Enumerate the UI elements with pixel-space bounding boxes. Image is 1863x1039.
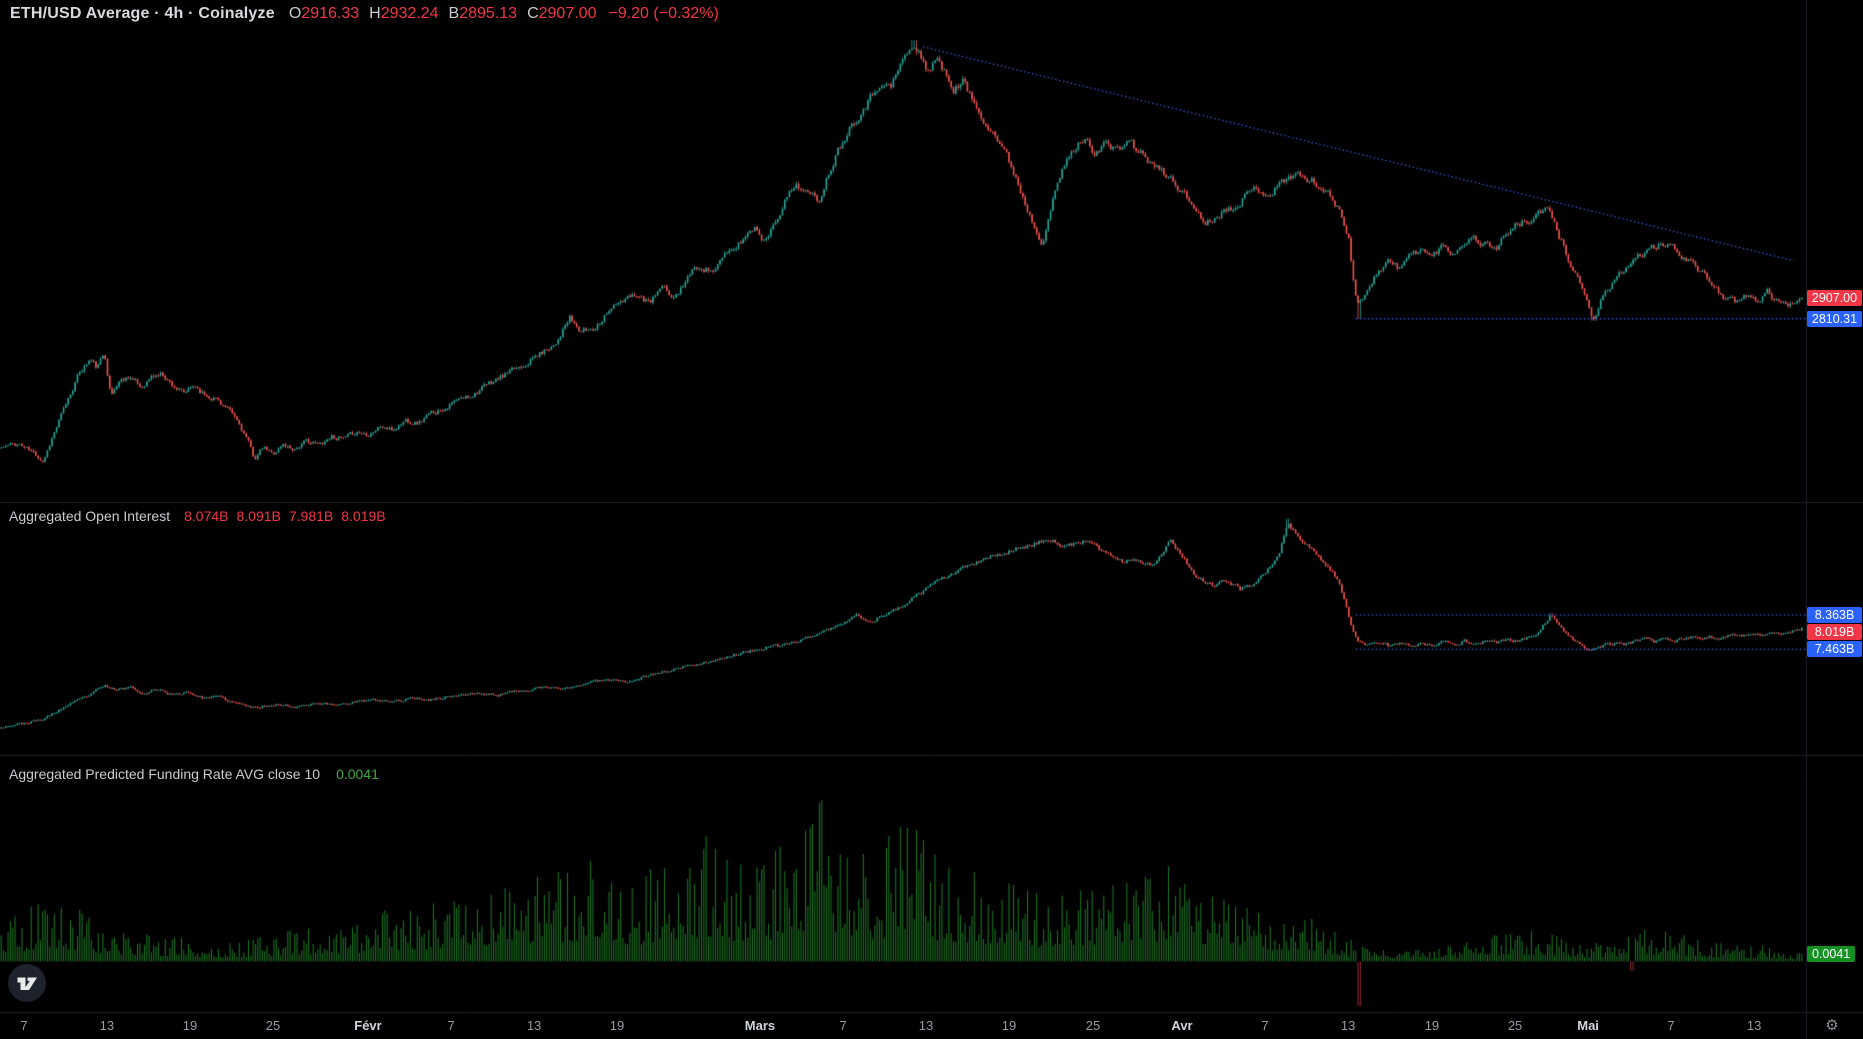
time-axis-day-label: 13 [1746, 1018, 1762, 1033]
time-axis-month-label: Févr [354, 1018, 382, 1033]
last-price-badge: 2907.00 [1807, 289, 1862, 306]
tradingview-logo-icon [8, 964, 46, 1002]
oi-close-value: 8.019B [341, 508, 386, 524]
time-scale-axis[interactable]: 7 13 19 25 Févr 7 13 19 Mars 7 13 19 25 Avr 7 13 19 25 Mai… [0, 1012, 1806, 1039]
ohlc-high-label: H [369, 5, 381, 22]
time-axis-month-label: Mai [1577, 1018, 1599, 1033]
ohlc-open-label: O [288, 5, 302, 22]
oi-last-value-badge: 8.019B [1807, 624, 1862, 641]
time-axis-day-label: 7 [839, 1018, 847, 1033]
time-axis-day-label: 19 [1424, 1018, 1440, 1033]
ohlc-open-value: 2916.33 [301, 5, 360, 22]
time-axis-day-label: 19 [182, 1018, 198, 1033]
gear-icon[interactable]: ⚙ [1821, 1016, 1843, 1036]
open-interest-label[interactable]: Aggregated Open Interest [9, 508, 171, 524]
tradingview-logo[interactable] [7, 963, 47, 1003]
gear-icon-glyph: ⚙ [1825, 1017, 1839, 1034]
ohlc-close-label: C [527, 5, 539, 22]
time-axis-day-label: 7 [447, 1018, 455, 1033]
funding-rate-legend: Aggregated Predicted Funding Rate AVG cl… [9, 766, 379, 782]
time-axis-day-label: 25 [1507, 1018, 1523, 1033]
time-axis-day-label: 25 [1085, 1018, 1101, 1033]
funding-rate-label[interactable]: Aggregated Predicted Funding Rate AVG cl… [9, 766, 321, 782]
open-interest-legend: Aggregated Open Interest 8.074B 8.091B 7.98… [9, 508, 386, 524]
price-pane-legend: ETH/USD Average · 4h · Coinalyze O2916.33… [10, 5, 719, 23]
time-axis-day-label: 13 [1340, 1018, 1356, 1033]
time-axis-day-label: 7 [1667, 1018, 1675, 1033]
time-axis-day-label: 25 [265, 1018, 281, 1033]
oi-open-value: 8.074B [184, 508, 229, 524]
time-axis-day-label: 7 [20, 1018, 28, 1033]
oi-high-level-badge: 8.363B [1807, 607, 1862, 624]
price-change: −9.20 (−0.32%) [608, 5, 719, 22]
funding-last-value-badge: 0.0041 [1807, 945, 1856, 962]
time-axis-day-label: 13 [918, 1018, 934, 1033]
time-axis-day-label: 13 [526, 1018, 542, 1033]
oi-low-level-badge: 7.463B [1807, 641, 1862, 658]
oi-low-value: 7.981B [288, 508, 334, 524]
time-axis-day-label: 7 [1261, 1018, 1269, 1033]
funding-rate-value: 0.0041 [336, 766, 379, 782]
oi-high-value: 8.091B [236, 508, 281, 524]
symbol-title[interactable]: ETH/USD Average · 4h · Coinalyze [10, 5, 275, 22]
ohlc-high-value: 2932.24 [380, 5, 439, 22]
price-scale-axis[interactable]: 4200.004000.003800.003600.003400.003200.… [1806, 0, 1863, 1012]
time-axis-day-label: 13 [99, 1018, 115, 1033]
time-axis-day-label: 19 [609, 1018, 625, 1033]
ohlc-low-value: 2895.13 [459, 5, 518, 22]
ohlc-low-label: B [448, 5, 460, 22]
time-axis-day-label: 19 [1001, 1018, 1017, 1033]
price-level-badge: 2810.31 [1807, 310, 1862, 327]
ohlc-close-value: 2907.00 [538, 5, 597, 22]
time-axis-month-label: Avr [1171, 1018, 1193, 1033]
time-axis-month-label: Mars [744, 1018, 776, 1033]
